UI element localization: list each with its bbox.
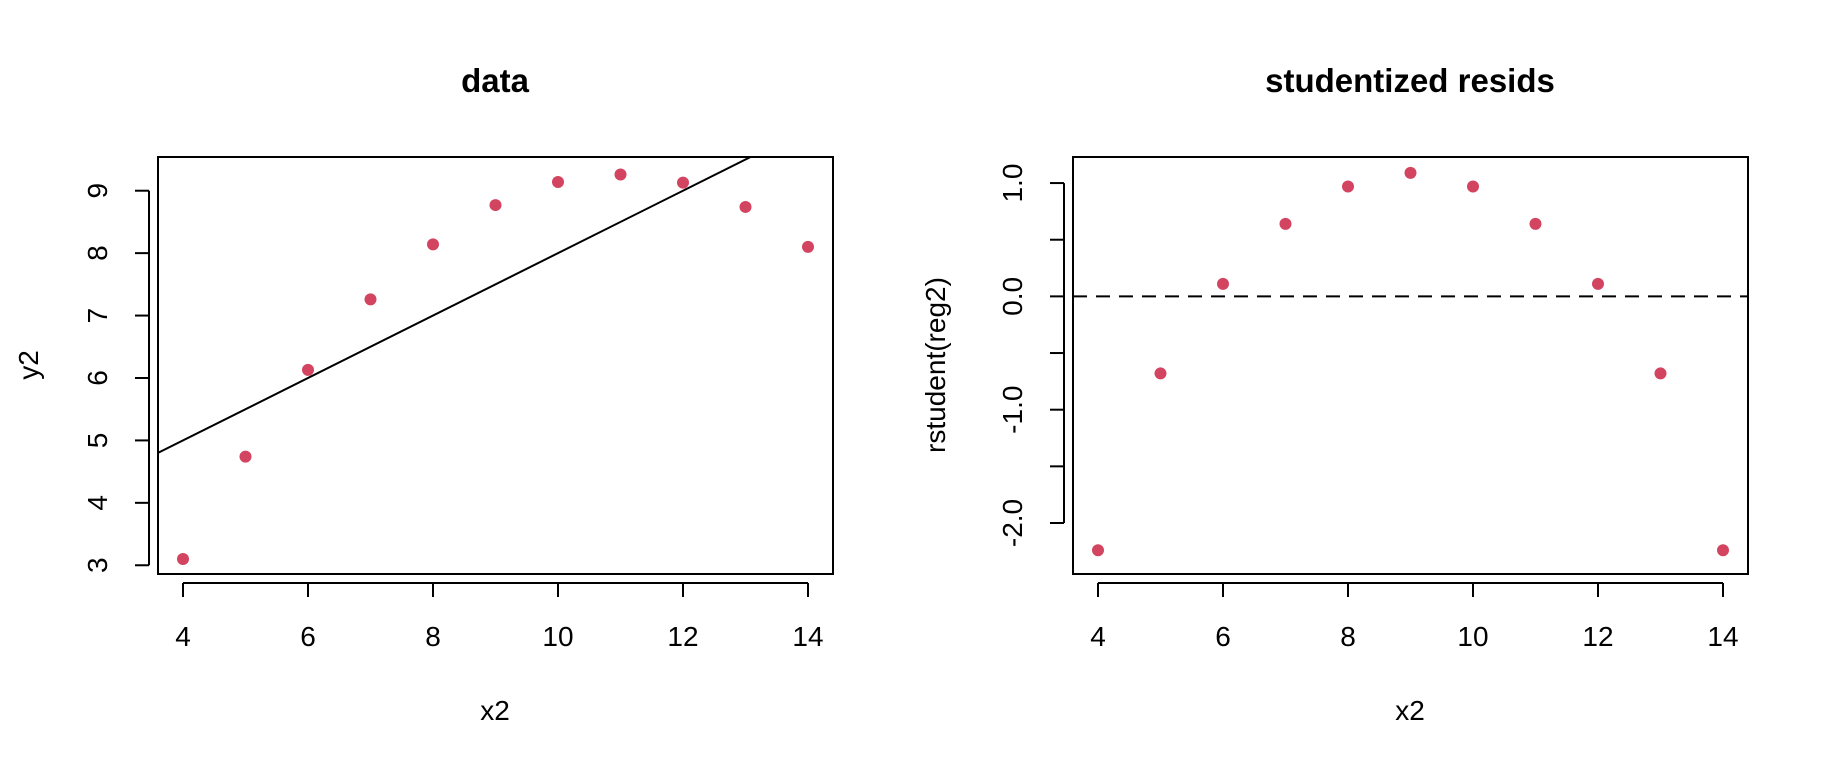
y-tick-label: 7: [82, 308, 113, 324]
y-tick-label: 3: [82, 557, 113, 573]
y-axis-label: rstudent(reg2): [920, 277, 951, 453]
data-point: [1217, 277, 1229, 290]
data-point: [364, 293, 377, 306]
data-point: [239, 450, 252, 463]
x-tick-label: 4: [175, 621, 191, 652]
y-axis-label: y2: [13, 350, 44, 380]
x-tick-label: 6: [300, 621, 316, 652]
panel-studentized-resids: studentized resids 4 6 8 10 12 14 -2.0 -1.0 0.0…: [920, 62, 1749, 726]
data-point: [1092, 544, 1104, 557]
x-tick-label: 8: [425, 621, 441, 652]
data-point: [489, 199, 502, 212]
x-axis: 4 6 8 10 12 14: [175, 582, 824, 652]
x-axis-label: x2: [480, 695, 510, 726]
y-tick-label: 8: [82, 245, 113, 261]
y-axis: -2.0 -1.0 0.0 1.0: [997, 164, 1065, 547]
x-tick-label: 8: [1340, 621, 1356, 652]
data-point: [1592, 277, 1604, 290]
x-tick-label: 10: [542, 621, 573, 652]
panel-data: data 4 6 8 10 12 14 3 4 5 6 7 8 9 x2 y2: [13, 62, 834, 726]
data-point: [1342, 180, 1354, 193]
x-tick-label: 12: [667, 621, 698, 652]
data-point: [177, 553, 189, 566]
data-point: [802, 240, 814, 253]
y-tick-label: 1.0: [997, 164, 1028, 203]
y-tick-label: 4: [82, 495, 113, 511]
data-point: [1467, 180, 1479, 193]
y-tick-label: -1.0: [997, 386, 1028, 434]
y-tick-label: 9: [82, 183, 113, 199]
data-point: [677, 176, 689, 189]
data-point: [1654, 367, 1667, 380]
y-tick-label: -2.0: [997, 499, 1028, 547]
chart-title: data: [461, 62, 530, 99]
regression-line: [158, 157, 753, 454]
plot-area: [1073, 166, 1748, 557]
chart-title: studentized resids: [1265, 62, 1555, 99]
plot-area: [158, 157, 814, 566]
x-axis-label: x2: [1395, 695, 1425, 726]
y-axis: 3 4 5 6 7 8 9: [82, 183, 150, 573]
data-point: [302, 363, 314, 376]
data-point: [614, 168, 627, 181]
x-axis: 4 6 8 10 12 14: [1090, 582, 1739, 652]
x-tick-label: 14: [1707, 621, 1738, 652]
x-tick-label: 14: [792, 621, 823, 652]
x-tick-label: 12: [1582, 621, 1613, 652]
data-point: [1279, 217, 1292, 230]
data-point: [1529, 217, 1542, 230]
y-tick-label: 6: [82, 370, 113, 386]
y-tick-label: 0.0: [997, 277, 1028, 316]
data-point: [1404, 166, 1417, 179]
x-tick-label: 6: [1215, 621, 1231, 652]
data-point: [427, 238, 439, 251]
data-point: [1717, 544, 1729, 557]
y-tick-label: 5: [82, 433, 113, 449]
x-tick-label: 10: [1457, 621, 1488, 652]
data-point: [739, 200, 752, 213]
plot-frame: [1072, 156, 1749, 575]
plot-frame: [157, 156, 834, 575]
data-point: [1154, 367, 1167, 380]
data-point: [552, 175, 564, 188]
x-tick-label: 4: [1090, 621, 1106, 652]
